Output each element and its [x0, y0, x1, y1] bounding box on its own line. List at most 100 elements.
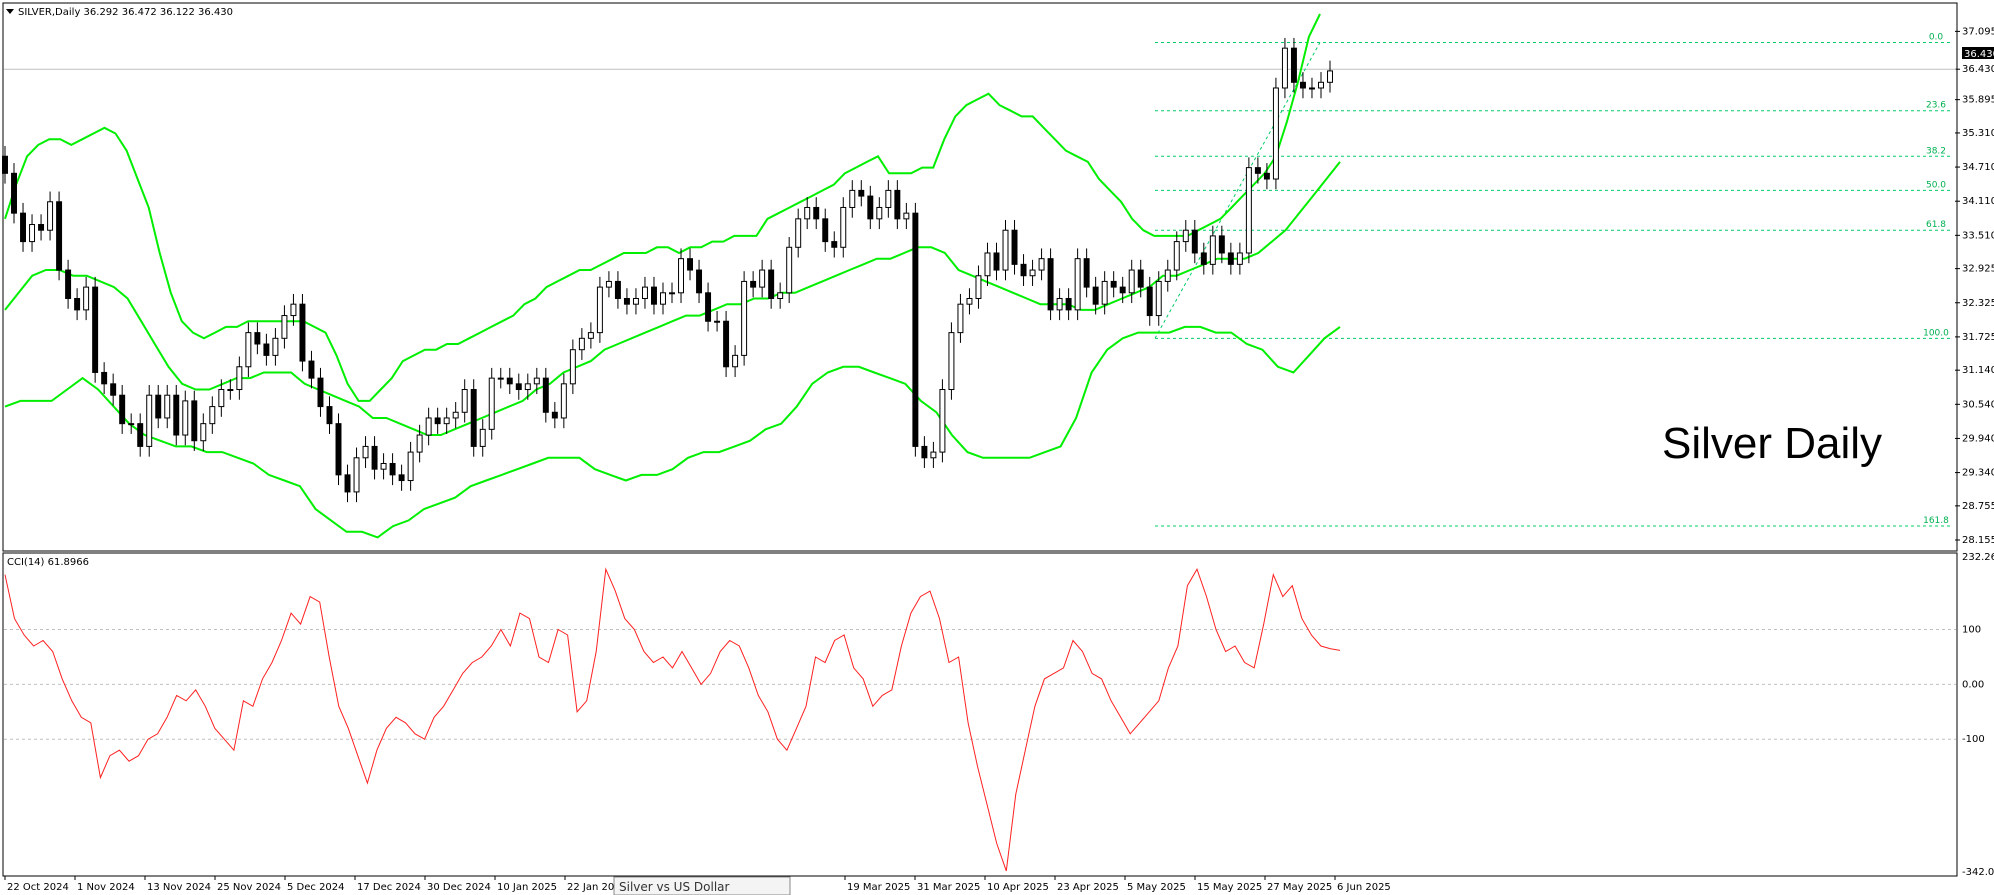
cci-tick-label: -342.06	[1962, 867, 1994, 878]
candle-body	[128, 423, 135, 426]
candle-body	[1110, 280, 1117, 288]
time-tick-label: 5 May 2025	[1127, 882, 1186, 893]
candle-body	[867, 195, 874, 220]
bollinger-middle-line	[4, 161, 1341, 436]
candle-body	[632, 297, 639, 305]
cci-line	[4, 567, 1341, 872]
candle-body	[20, 212, 27, 243]
candle-body	[1137, 269, 1144, 288]
candle-body	[921, 445, 928, 459]
fibonacci-levels: 0.0 23.6 38.2 50.0 61.8 100.0 161.8	[1154, 32, 1950, 527]
candle-body	[164, 394, 171, 419]
last-price-tag	[1962, 47, 1994, 59]
candle-body	[92, 286, 99, 373]
candle-body	[777, 292, 784, 299]
candle-body	[1263, 172, 1270, 180]
candle-body	[605, 280, 612, 288]
candle-body	[209, 406, 216, 425]
candle-body	[218, 389, 225, 408]
candle-body	[993, 252, 1000, 271]
candle-body	[38, 224, 45, 231]
candle-body	[56, 201, 63, 271]
candle-body	[1227, 252, 1234, 265]
candle-body	[1327, 70, 1333, 83]
candle-body	[858, 189, 865, 197]
candle-body	[948, 332, 955, 391]
candle-body	[497, 377, 504, 380]
candle-body	[74, 297, 81, 311]
candle-body	[11, 172, 17, 214]
time-tick-label: 13 Nov 2024	[147, 882, 211, 893]
time-tick-label: 6 Jun 2025	[1337, 882, 1391, 893]
cci-tick-label: 100	[1962, 625, 1981, 636]
price-tick-label: 30.540	[1962, 399, 1994, 410]
candle-body	[416, 434, 423, 453]
candle-body	[903, 212, 910, 220]
candle-body	[1209, 235, 1216, 265]
candle-body	[1173, 241, 1180, 271]
candle-body	[696, 269, 703, 294]
candle-body	[569, 349, 576, 385]
candle-body	[362, 445, 369, 459]
candle-body	[389, 462, 396, 476]
time-tick-label: 5 Dec 2024	[287, 882, 345, 893]
fib-level-label: 38.2	[1926, 146, 1946, 156]
candle-body	[155, 394, 162, 419]
candle-body	[831, 241, 838, 248]
candle-body	[110, 383, 117, 396]
candle-body	[1182, 229, 1189, 243]
price-tick-label: 34.710	[1962, 162, 1994, 173]
candle-body	[353, 457, 360, 493]
candle-body	[1318, 81, 1324, 89]
candle-body	[29, 224, 36, 243]
candle-body	[1074, 258, 1081, 311]
candle-body	[1308, 87, 1315, 90]
candle-body	[299, 303, 306, 362]
candle-body	[975, 275, 982, 299]
time-tick-label: 19 Mar 2025	[847, 882, 910, 893]
candle-body	[380, 462, 387, 470]
candle-body	[1164, 269, 1171, 282]
fib-trendline	[1154, 42, 1321, 339]
candle-body	[1029, 269, 1036, 277]
candle-body	[966, 297, 973, 305]
time-tick-label: 1 Nov 2024	[77, 882, 135, 893]
time-tick-label: 10 Jan 2025	[497, 882, 557, 893]
candle-body	[651, 286, 657, 305]
candle-body	[119, 394, 126, 425]
candle-body	[407, 451, 414, 482]
candle-body	[957, 303, 964, 334]
candle-body	[939, 389, 946, 453]
price-tick-label: 28.155	[1962, 535, 1994, 546]
cci-indicator-pane[interactable]	[2, 552, 1958, 877]
price-tick-label: 35.895	[1962, 95, 1994, 106]
candle-body	[1290, 47, 1297, 83]
fib-level-label: 0.0	[1929, 32, 1944, 42]
price-tick-label: 32.325	[1962, 298, 1994, 309]
candle-body	[1299, 81, 1306, 89]
candle-body	[1038, 258, 1045, 271]
candle-body	[876, 206, 883, 220]
candle-body	[146, 394, 153, 447]
candle-body	[83, 286, 90, 311]
candlestick-series	[2, 37, 1333, 503]
candle-body	[1272, 87, 1279, 180]
candle-body	[236, 366, 243, 391]
chart-menu-triangle-icon[interactable]	[6, 9, 14, 14]
candle-body	[200, 423, 207, 442]
candle-body	[191, 400, 198, 442]
fib-level-label: 161.8	[1923, 516, 1949, 526]
candle-body	[452, 411, 459, 419]
candle-body	[425, 417, 432, 436]
symbol-header: SILVER,Daily 36.292 36.472 36.122 36.430	[18, 7, 233, 18]
candle-body	[1047, 258, 1054, 311]
candle-body	[560, 383, 567, 419]
symbol-tooltip	[613, 876, 791, 895]
candle-body	[506, 377, 513, 385]
candle-body	[398, 474, 405, 482]
time-tick-label: 22 Jan 2025	[567, 882, 627, 893]
candle-body	[470, 389, 477, 447]
candle-body	[1254, 167, 1261, 174]
candle-body	[371, 445, 378, 470]
